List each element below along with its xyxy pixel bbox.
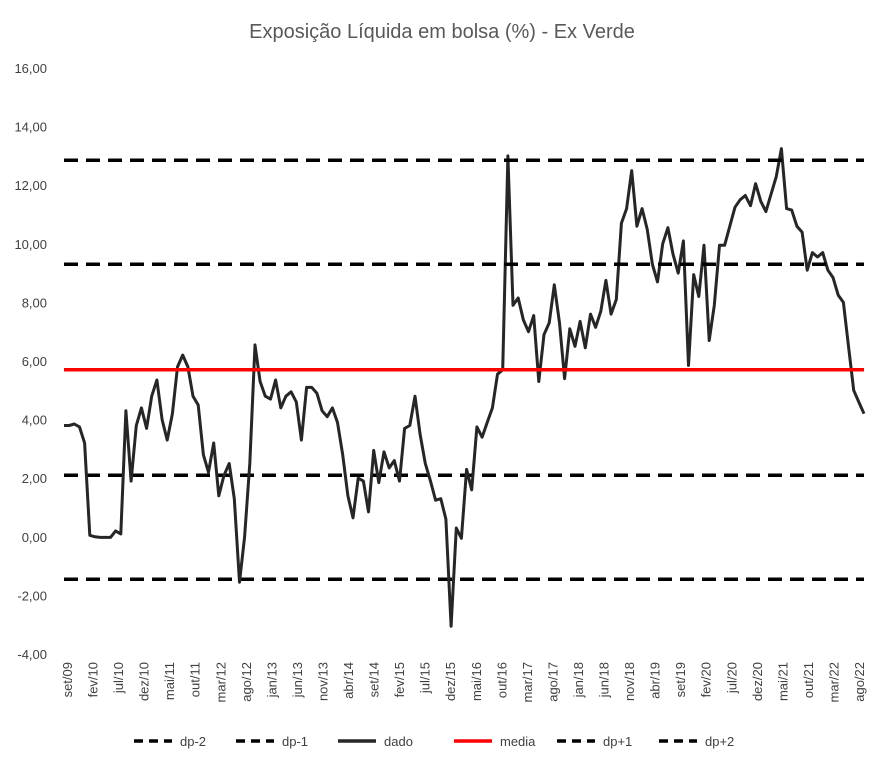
y-tick-label: 8,00 <box>22 295 47 310</box>
legend-item: dp-2 <box>134 734 206 749</box>
x-tick-label: mai/16 <box>469 662 484 701</box>
y-tick-label: 6,00 <box>22 354 47 369</box>
x-tick-label: out/11 <box>188 662 203 697</box>
legend-label: dp+1 <box>603 734 632 749</box>
x-tick-label: set/19 <box>673 662 688 697</box>
legend-item: dp+1 <box>557 734 632 749</box>
x-tick-label: jan/13 <box>264 662 279 698</box>
legend-label: media <box>500 734 536 749</box>
legend-label: dp+2 <box>705 734 734 749</box>
x-tick-label: jun/13 <box>290 662 305 698</box>
x-tick-label: mar/22 <box>826 662 841 702</box>
legend-item: media <box>454 734 536 749</box>
x-tick-label: mai/21 <box>775 662 790 701</box>
series-dado <box>64 147 866 628</box>
x-tick-label: mar/12 <box>213 662 228 702</box>
x-tick-label: abr/19 <box>648 662 663 699</box>
x-tick-label: ago/22 <box>852 662 867 702</box>
y-tick-label: 0,00 <box>22 530 47 545</box>
y-tick-label: 4,00 <box>22 413 47 428</box>
x-tick-label: jul/10 <box>111 662 126 694</box>
legend-label: dp-2 <box>180 734 206 749</box>
y-tick-label: -4,00 <box>17 647 47 662</box>
x-axis-ticks: set/09 fev/10 jul/10 dez/10 mai/11 out/11 mar/… <box>60 662 867 702</box>
x-tick-label: out/16 <box>494 662 509 698</box>
x-tick-label: dez/10 <box>137 662 152 701</box>
x-tick-label: jul/15 <box>418 662 433 694</box>
legend-label: dado <box>384 734 413 749</box>
legend-label: dp-1 <box>282 734 308 749</box>
y-tick-label: -2,00 <box>17 588 47 603</box>
x-tick-label: ago/12 <box>239 662 254 702</box>
x-tick-label: out/21 <box>801 662 816 698</box>
x-tick-label: ago/17 <box>545 662 560 702</box>
legend-item: dp+2 <box>659 734 734 749</box>
x-tick-label: dez/15 <box>443 662 458 701</box>
legend-item: dado <box>338 734 413 749</box>
y-tick-label: 16,00 <box>14 61 47 76</box>
x-tick-label: mai/11 <box>162 662 177 700</box>
x-tick-label: abr/14 <box>341 662 356 699</box>
legend: dp-2 dp-1 dado media dp+1 dp+2 <box>134 734 734 749</box>
legend-item: dp-1 <box>236 734 308 749</box>
x-tick-label: dez/20 <box>750 662 765 701</box>
y-axis-ticks: -4,00 -2,00 0,00 2,00 4,00 6,00 8,00 10,00 12,00… <box>14 61 47 662</box>
x-tick-label: mar/17 <box>520 662 535 702</box>
y-tick-label: 10,00 <box>14 237 47 252</box>
x-tick-label: fev/20 <box>699 662 714 697</box>
x-tick-label: jun/18 <box>597 662 612 698</box>
y-tick-label: 12,00 <box>14 178 47 193</box>
x-tick-label: jul/20 <box>724 662 739 694</box>
x-tick-label: jan/18 <box>571 662 586 698</box>
y-tick-label: 14,00 <box>14 120 47 135</box>
x-tick-label: nov/18 <box>622 662 637 701</box>
x-tick-label: set/09 <box>60 662 75 697</box>
x-tick-label: fev/15 <box>392 662 407 697</box>
series-layer <box>64 147 866 628</box>
x-tick-label: fev/10 <box>86 662 101 697</box>
chart-title: Exposição Líquida em bolsa (%) - Ex Verd… <box>249 21 635 43</box>
y-tick-label: 2,00 <box>22 471 47 486</box>
x-tick-label: set/14 <box>367 662 382 697</box>
x-tick-label: nov/13 <box>315 662 330 701</box>
